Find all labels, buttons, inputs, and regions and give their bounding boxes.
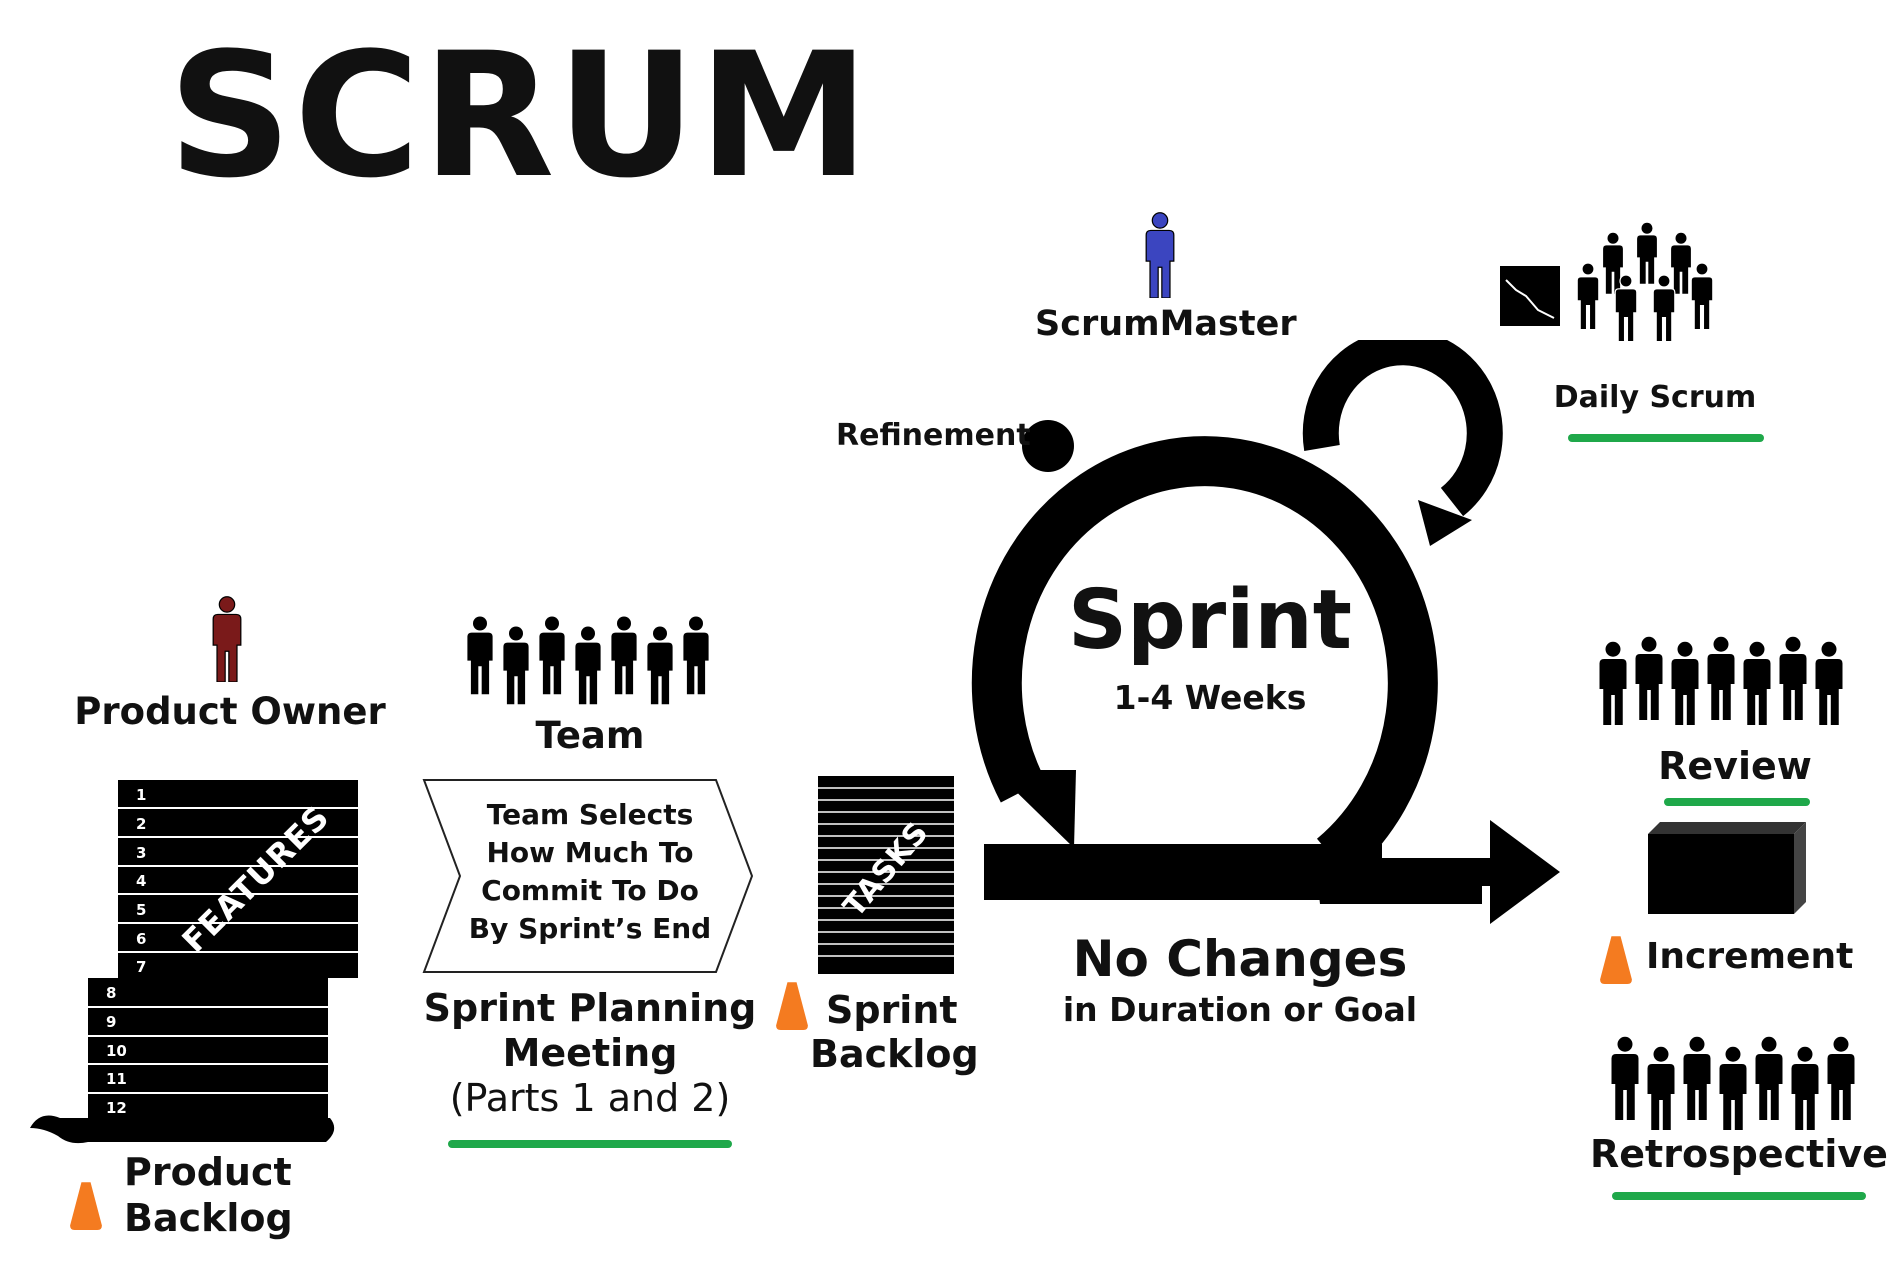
retrospective-label: Retrospective [1590,1132,1888,1176]
team-group-icon [467,616,709,705]
sprint-backlog-cone-icon [776,982,808,1030]
backlog-item-number: 11 [106,1070,127,1088]
sprint-backlog-label-line2: Backlog [810,1032,979,1076]
increment-box-icon [1648,822,1806,914]
sprint-backlog-sheet [818,776,954,974]
product-owner-person-icon [212,596,242,682]
product-backlog-label-line2: Backlog [124,1196,293,1240]
scrum-master-person-icon [1145,212,1175,298]
sprint-title: Sprint [1068,573,1352,668]
retrospective-group-icon [1611,1036,1855,1130]
backlog-item-number: 9 [106,1013,117,1031]
increment-label: Increment [1646,936,1854,977]
product-backlog-label-line1: Product [124,1150,292,1194]
sprint-planning-arrow-text: Team Selects How Much To Commit To Do By… [460,796,720,948]
sprint-planning-label-line2: Meeting [502,1031,678,1075]
no-changes-label: No Changes [1072,930,1408,988]
backlog-item-number: 2 [136,815,147,833]
product-backlog-sheets [30,780,358,1144]
review-underline [1664,798,1810,806]
product-owner-label: Product Owner [74,690,386,733]
backlog-item-number: 7 [136,958,147,976]
daily-scrum-label: Daily Scrum [1553,380,1757,415]
planning-text-line: How Much To [486,836,694,869]
backlog-item-number: 6 [136,930,147,948]
backlog-item-number: 5 [136,901,147,919]
sprint-planning-label: Sprint Planning Meeting (Parts 1 and 2) [420,986,760,1121]
daily-scrum-underline [1568,434,1764,442]
team-label: Team [535,714,645,757]
scrum-master-label: ScrumMaster [1035,304,1297,344]
daily-scrum-board-icon [1500,266,1560,326]
backlog-item-number: 4 [136,872,147,890]
sprint-planning-label-line1: Sprint Planning [423,986,757,1030]
sprint-backlog-label-line1: Sprint [826,988,958,1032]
no-changes-sublabel: in Duration or Goal [1062,990,1418,1029]
planning-text-line: By Sprint’s End [468,912,712,945]
increment-cone-icon [1600,936,1632,984]
backlog-item-number: 1 [136,786,147,804]
backlog-item-number: 8 [106,984,117,1002]
planning-text-line: Commit To Do [481,874,699,907]
sprint-duration: 1-4 Weeks [1113,678,1307,717]
backlog-item-number: 10 [106,1042,127,1060]
planning-text-line: Team Selects [486,798,694,831]
sprint-planning-underline [448,1140,732,1148]
sprint-cycle-graphic [971,340,1560,924]
refinement-label: Refinement [836,418,1031,453]
backlog-item-number: 12 [106,1099,127,1117]
backlog-item-number: 3 [136,844,147,862]
sprint-planning-label-line3: (Parts 1 and 2) [449,1076,731,1120]
retrospective-underline [1612,1192,1866,1200]
review-label: Review [1658,744,1812,788]
product-backlog-numbers: 1 2 3 4 5 6 7 8 9 10 11 12 [24,776,364,1148]
page-title: SCRUM [168,15,872,216]
sprint-planning-arrow-shape [422,779,754,973]
product-backlog-cone-icon [70,1182,102,1230]
review-group-icon [1599,636,1843,725]
daily-scrum-group-icon [1576,222,1714,343]
